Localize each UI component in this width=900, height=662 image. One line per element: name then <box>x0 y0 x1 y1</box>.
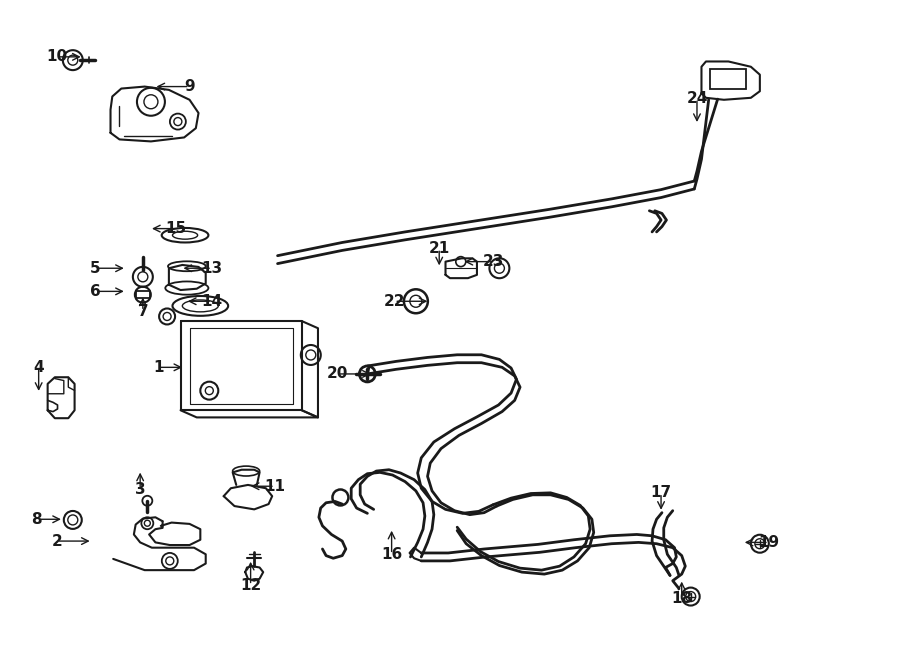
Text: 22: 22 <box>383 294 405 308</box>
Text: 2: 2 <box>51 534 62 549</box>
Text: 24: 24 <box>687 91 707 106</box>
Text: 8: 8 <box>32 512 42 527</box>
Text: 4: 4 <box>33 360 44 375</box>
Text: 10: 10 <box>46 50 68 64</box>
Text: 1: 1 <box>153 360 164 375</box>
Text: 13: 13 <box>202 261 222 276</box>
Text: 9: 9 <box>184 79 195 94</box>
Text: 17: 17 <box>651 485 671 500</box>
Text: 23: 23 <box>482 254 504 269</box>
Text: 11: 11 <box>265 479 285 494</box>
Text: 7: 7 <box>138 304 148 318</box>
Text: 16: 16 <box>381 547 402 562</box>
Text: 6: 6 <box>90 284 101 299</box>
Text: 21: 21 <box>428 241 450 256</box>
Text: 5: 5 <box>90 261 101 276</box>
Text: 12: 12 <box>240 578 261 593</box>
Text: 19: 19 <box>759 535 779 550</box>
Text: 15: 15 <box>166 221 186 236</box>
Text: 3: 3 <box>135 482 146 497</box>
Text: 20: 20 <box>327 367 348 381</box>
Text: 18: 18 <box>671 591 692 606</box>
Text: 14: 14 <box>202 294 222 308</box>
Bar <box>710 70 746 89</box>
